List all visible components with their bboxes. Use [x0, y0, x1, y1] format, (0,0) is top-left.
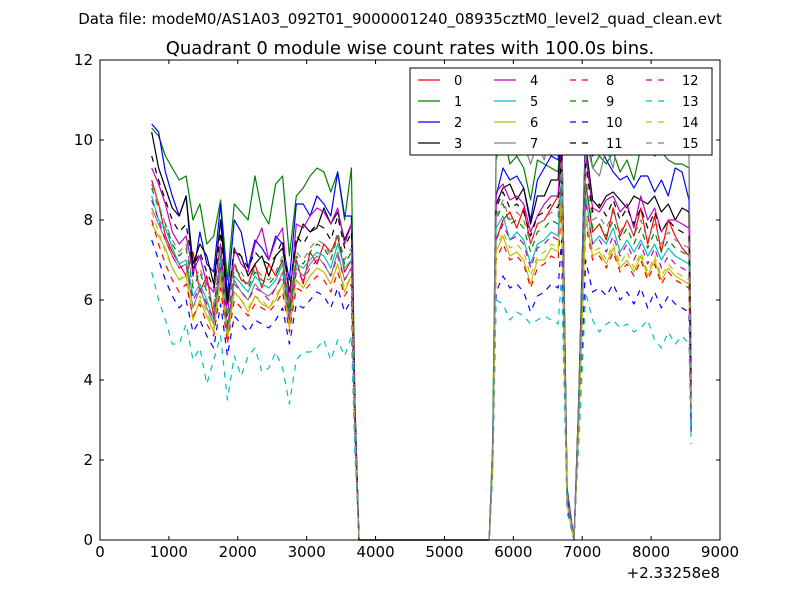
legend-label-6: 6: [530, 116, 538, 131]
legend-label-4: 4: [530, 74, 538, 89]
legend-label-15: 15: [682, 137, 699, 152]
x-tick-label: 5000: [425, 543, 463, 561]
series-line-2-segment-0: [151, 123, 360, 541]
series-line-10-segment-0: [151, 239, 360, 541]
legend-label-14: 14: [682, 116, 699, 131]
series-line-15-segment-0: [151, 183, 360, 541]
series-line-4-segment-2: [488, 139, 575, 541]
series-line-10-segment-2: [488, 239, 575, 541]
series-line-14-segment-3: [573, 211, 692, 541]
axes: 0 1000 2000 3000 4000 5000 6000 7000 8000 9000 0 2 4…: [74, 51, 739, 561]
legend-label-13: 13: [682, 95, 699, 110]
x-tick-label: 8000: [632, 543, 670, 561]
series-line-15-segment-2: [488, 159, 575, 541]
legend-label-7: 7: [530, 137, 538, 152]
legend-label-2: 2: [454, 116, 462, 131]
legend-label-11: 11: [606, 137, 623, 152]
y-tick-label: 2: [83, 451, 93, 469]
data-file-suptitle: Data file: modeM0/AS1A03_092T01_90000012…: [78, 10, 722, 29]
legend-label-5: 5: [530, 95, 538, 110]
series-line-4-segment-0: [151, 167, 360, 541]
x-offset-label: +2.33258e8: [627, 564, 720, 582]
series-line-13-segment-2: [488, 275, 575, 541]
series-line-12-segment-0: [151, 199, 360, 541]
legend-label-1: 1: [454, 95, 462, 110]
series-line-11-segment-2: [488, 151, 575, 541]
series-line-1-segment-0: [151, 127, 360, 541]
x-tick-label: 7000: [563, 543, 601, 561]
legend-label-12: 12: [682, 74, 699, 89]
series-line-0-segment-3: [573, 183, 692, 541]
x-tick-label: 0: [95, 543, 105, 561]
series-line-6-segment-0: [151, 223, 360, 541]
series-line-7-segment-0: [151, 207, 360, 541]
series-line-8-segment-2: [488, 207, 575, 541]
series-line-3-segment-0: [151, 131, 360, 541]
plot-area: [151, 95, 692, 541]
series-line-8-segment-3: [573, 223, 692, 541]
series-line-2-segment-3: [573, 123, 692, 541]
legend-label-8: 8: [606, 74, 614, 89]
y-tick-label: 4: [83, 371, 93, 389]
x-tick-label: 6000: [494, 543, 532, 561]
series-line-15-segment-3: [573, 175, 692, 541]
series-line-5-segment-0: [151, 195, 360, 541]
chart-title: Quadrant 0 module wise count rates with …: [166, 38, 655, 59]
series-line-11-segment-3: [573, 163, 692, 541]
series-line-5-segment-2: [488, 179, 575, 541]
series-line-8-segment-0: [151, 219, 360, 541]
y-tick-label: 6: [83, 291, 93, 309]
legend-label-3: 3: [454, 137, 462, 152]
series-line-4-segment-3: [573, 155, 692, 541]
series-line-13-segment-3: [573, 291, 692, 541]
y-tick-label: 8: [83, 211, 93, 229]
x-tick-label: 4000: [356, 543, 394, 561]
y-tick-label: 0: [83, 531, 93, 549]
x-tick-label: 1000: [150, 543, 188, 561]
series-line-9-segment-2: [488, 167, 575, 541]
x-tick-label: 2000: [219, 543, 257, 561]
x-tick-label: 3000: [288, 543, 326, 561]
series-line-12-segment-3: [573, 203, 692, 541]
series-line-7-segment-3: [573, 99, 692, 541]
legend-label-0: 0: [454, 74, 462, 89]
series-line-11-segment-0: [151, 155, 360, 541]
x-tick-label: 9000: [701, 543, 739, 561]
series-line-14-segment-0: [151, 211, 360, 541]
series-line-10-segment-3: [573, 259, 692, 541]
legend-label-9: 9: [606, 95, 614, 110]
series-line-13-segment-0: [151, 271, 360, 541]
series-line-9-segment-3: [573, 183, 692, 541]
legend-label-10: 10: [606, 116, 623, 131]
y-tick-label: 10: [74, 131, 93, 149]
y-tick-label: 12: [74, 51, 93, 69]
series-line-6-segment-3: [573, 215, 692, 541]
legend-box: [409, 67, 713, 156]
